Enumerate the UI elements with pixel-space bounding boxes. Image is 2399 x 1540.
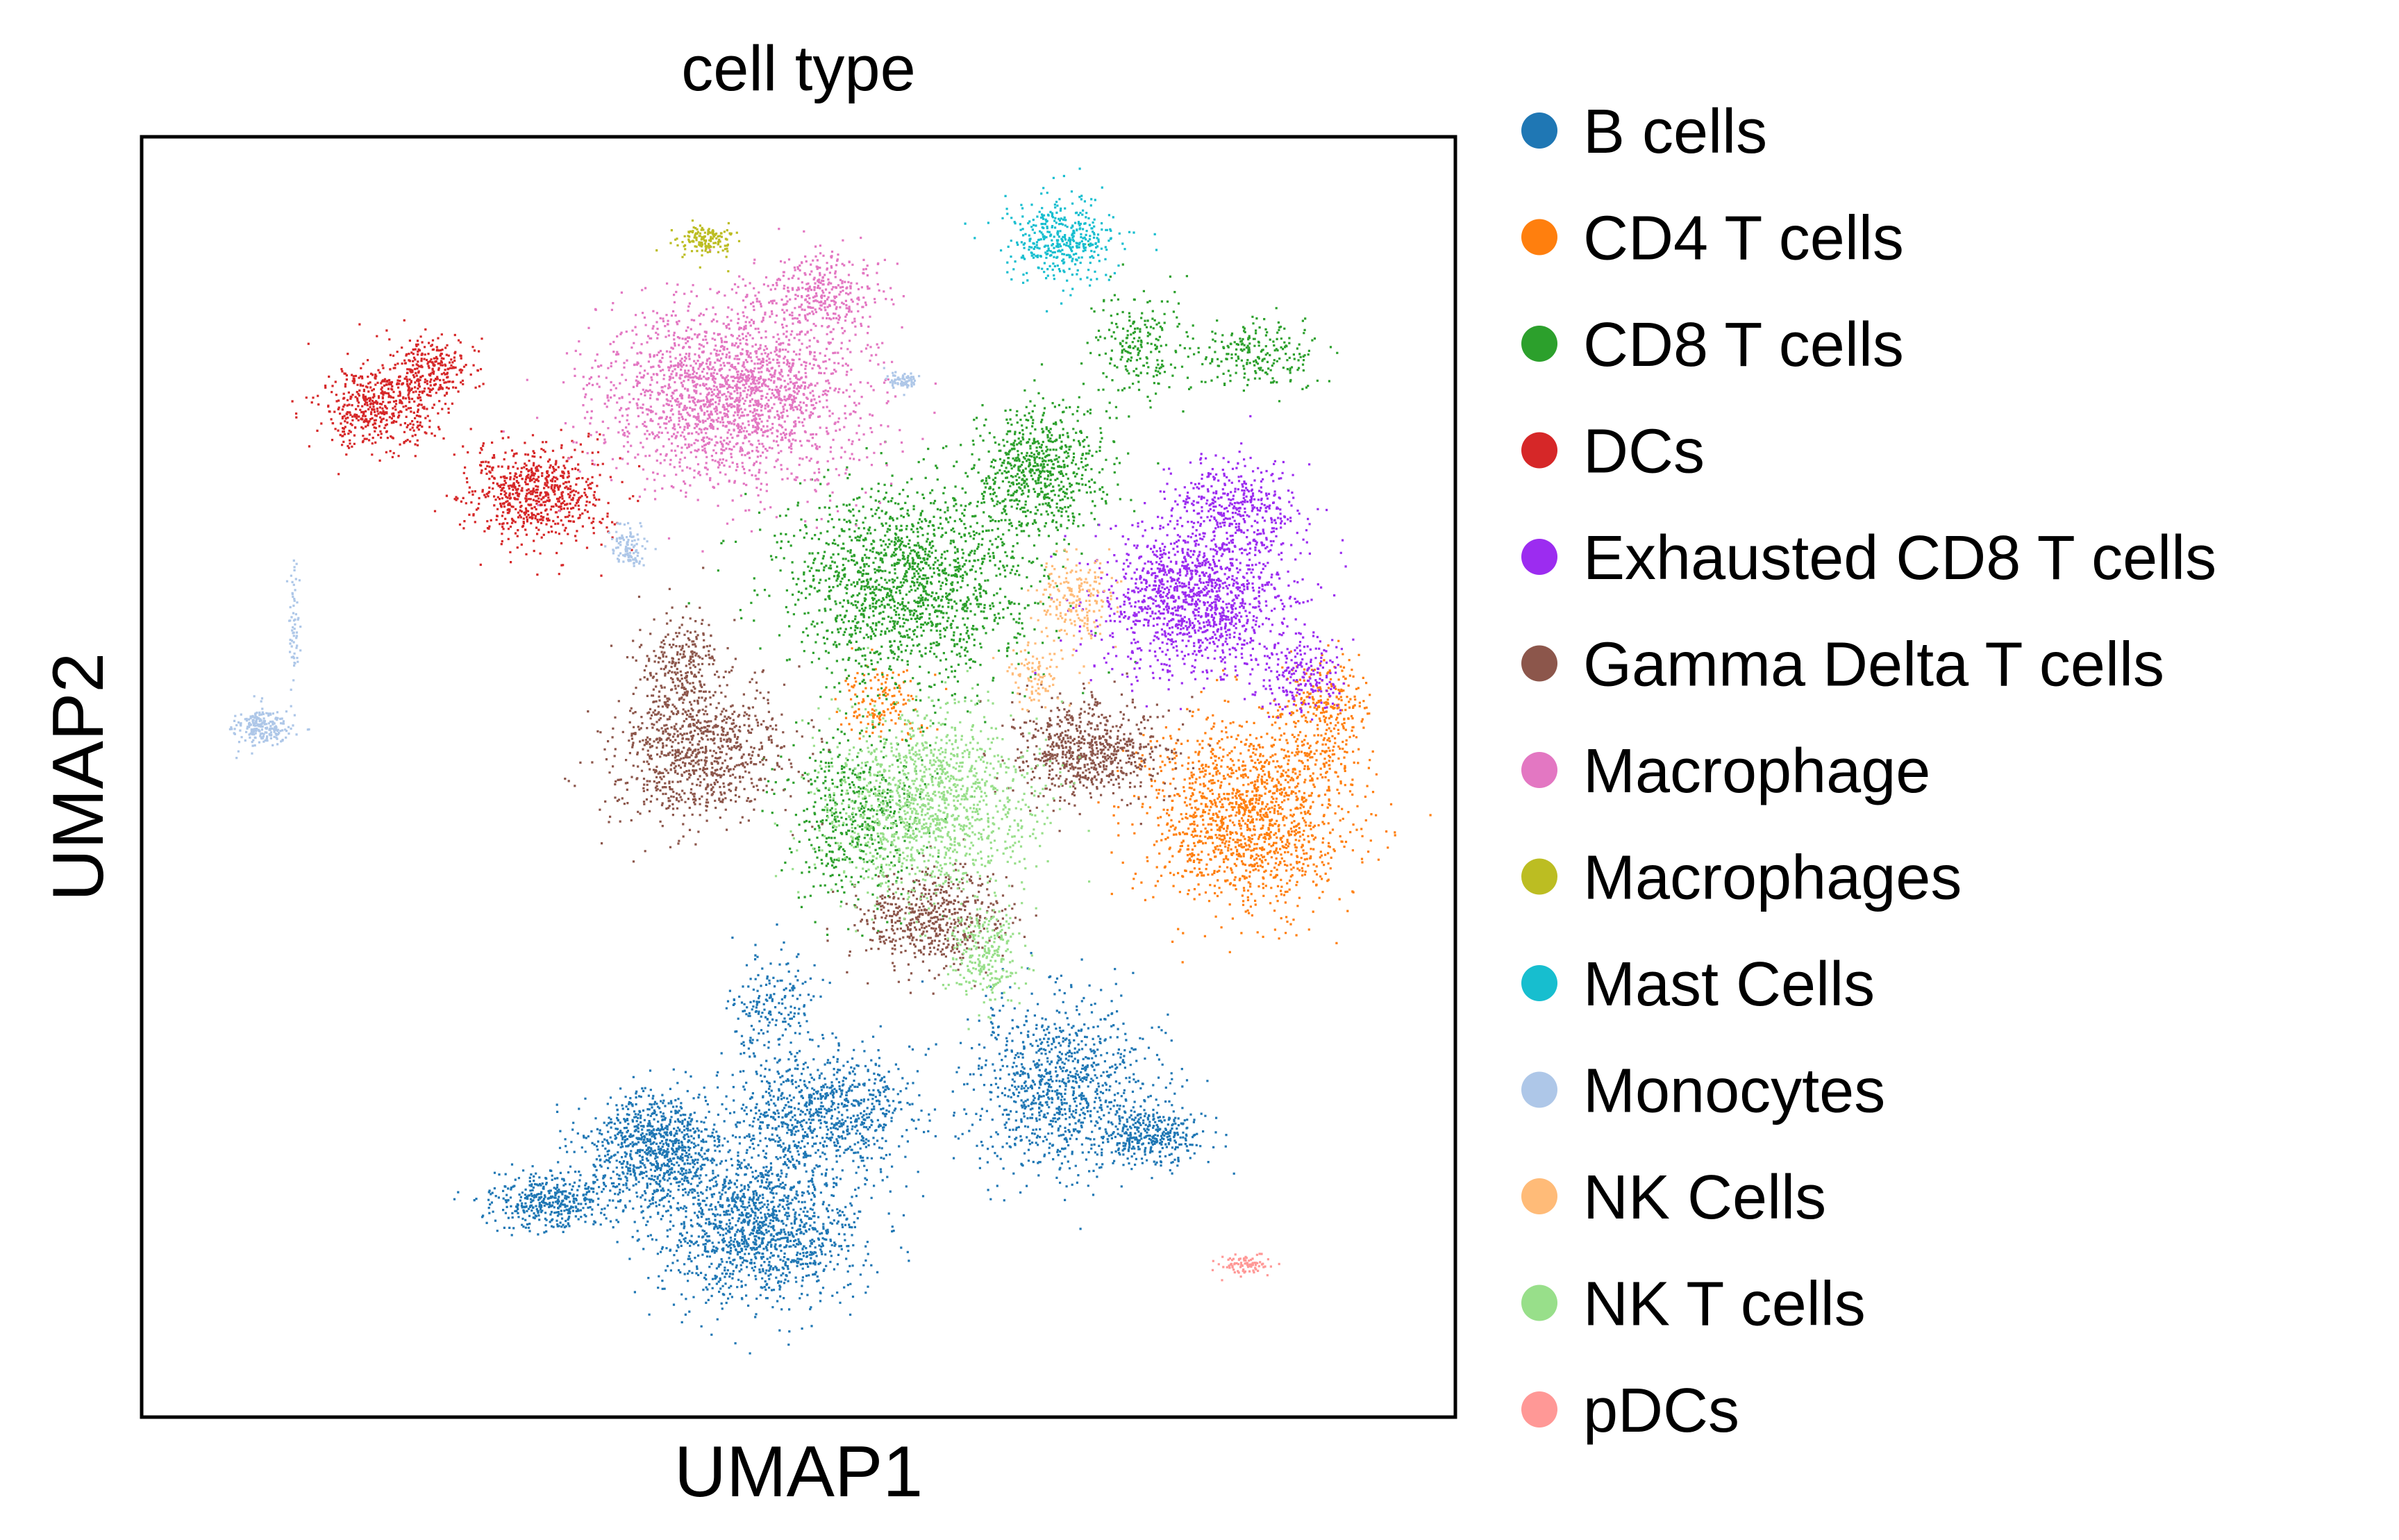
legend-label: DCs bbox=[1583, 417, 1705, 487]
legend-label: Macrophage bbox=[1583, 737, 1930, 806]
scatter-point-cloud bbox=[1034, 415, 1355, 721]
scatter-point-cloud bbox=[453, 923, 1235, 1355]
scatter-point-cloud bbox=[655, 219, 741, 273]
legend-item: CD8 T cells bbox=[1521, 310, 1904, 380]
legend-item: NK Cells bbox=[1521, 1163, 1826, 1232]
scatter-series bbox=[291, 319, 641, 577]
legend-marker bbox=[1521, 432, 1557, 469]
scatter-series bbox=[502, 228, 937, 553]
scatter-series bbox=[453, 923, 1235, 1355]
legend-item: NK T cells bbox=[1521, 1270, 1866, 1339]
legend-item: Macrophages bbox=[1521, 844, 1962, 913]
legend-item: Macrophage bbox=[1521, 737, 1930, 806]
scatter-point-cloud bbox=[291, 319, 641, 577]
scatter-points bbox=[228, 167, 1432, 1355]
legend-marker bbox=[1521, 539, 1557, 575]
legend-marker bbox=[1521, 326, 1557, 362]
scatter-point-cloud bbox=[964, 167, 1158, 312]
scatter-series bbox=[964, 167, 1158, 312]
legend-marker bbox=[1521, 219, 1557, 256]
legend-label: Gamma Delta T cells bbox=[1583, 630, 2164, 700]
legend-label: CD4 T cells bbox=[1583, 204, 1904, 274]
scatter-series bbox=[655, 219, 741, 273]
scatter-point-cloud bbox=[834, 639, 1432, 964]
legend: B cells CD4 T cells CD8 T cells DCs Exhauste… bbox=[1521, 97, 2216, 1446]
legend-item: Exhausted CD8 T cells bbox=[1521, 524, 2216, 593]
legend-item: DCs bbox=[1521, 417, 1705, 487]
legend-marker bbox=[1521, 1391, 1557, 1428]
scatter-series bbox=[834, 639, 1432, 964]
legend-item: Gamma Delta T cells bbox=[1521, 630, 2164, 700]
legend-label: Mast Cells bbox=[1583, 950, 1875, 1019]
legend-label: CD8 T cells bbox=[1583, 310, 1904, 380]
legend-label: NK T cells bbox=[1583, 1270, 1866, 1339]
x-axis-label: UMAP1 bbox=[674, 1432, 923, 1512]
legend-label: B cells bbox=[1583, 97, 1767, 167]
scatter-point-cloud bbox=[1211, 1253, 1280, 1282]
legend-marker bbox=[1521, 965, 1557, 1001]
legend-marker bbox=[1521, 1284, 1557, 1321]
legend-label: Macrophages bbox=[1583, 844, 1962, 913]
legend-marker bbox=[1521, 858, 1557, 895]
legend-label: Monocytes bbox=[1583, 1057, 1885, 1126]
legend-item: Mast Cells bbox=[1521, 950, 1875, 1019]
legend-marker bbox=[1521, 752, 1557, 788]
scatter-point-cloud bbox=[502, 228, 937, 553]
legend-item: B cells bbox=[1521, 97, 1767, 167]
legend-marker bbox=[1521, 1178, 1557, 1214]
legend-item: CD4 T cells bbox=[1521, 204, 1904, 274]
scatter-series bbox=[1211, 1253, 1280, 1282]
chart-title: cell type bbox=[681, 33, 916, 104]
legend-marker bbox=[1521, 645, 1557, 682]
legend-label: NK Cells bbox=[1583, 1163, 1826, 1232]
legend-label: pDCs bbox=[1583, 1376, 1739, 1446]
legend-item: Monocytes bbox=[1521, 1057, 1885, 1126]
legend-item: pDCs bbox=[1521, 1376, 1739, 1446]
y-axis-label: UMAP2 bbox=[38, 653, 119, 901]
legend-marker bbox=[1521, 112, 1557, 149]
legend-label: Exhausted CD8 T cells bbox=[1583, 524, 2216, 593]
legend-marker bbox=[1521, 1071, 1557, 1108]
scatter-series bbox=[1034, 415, 1355, 721]
plot-frame bbox=[140, 135, 1457, 1419]
